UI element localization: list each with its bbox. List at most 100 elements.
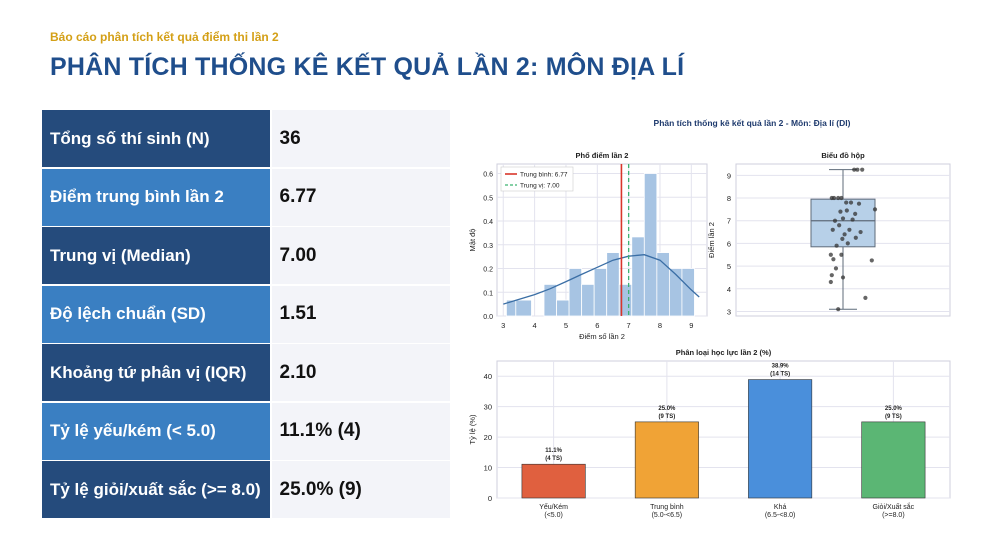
kde-curve [503, 254, 700, 305]
histogram-bar [656, 252, 670, 317]
box-point [840, 275, 846, 280]
stat-label: Điểm trung bình lần 2 [42, 168, 270, 226]
stat-value: 7.00 [271, 227, 450, 284]
y-tick-label: 0.4 [483, 219, 493, 226]
boxplot-title: Biểu đồ hộp [821, 151, 865, 160]
x-tick-label: 6 [595, 321, 599, 330]
box-point [863, 295, 868, 300]
x-tick-label: Yếu/Kém [539, 502, 568, 511]
stat-value: 25.0% (9) [271, 461, 450, 518]
box-point [844, 200, 849, 205]
box-point [847, 227, 852, 232]
box-point [872, 207, 878, 212]
box-point [845, 241, 850, 246]
legend-box [500, 166, 574, 192]
stat-value: 6.77 [271, 168, 450, 226]
x-tick-label: 7 [627, 321, 631, 330]
histogram-bar [515, 299, 532, 317]
y-tick-label: 40 [484, 372, 492, 381]
x-tick-label: 5 [564, 321, 568, 330]
x-tick-sublabel: (6.5-<8.0) [765, 512, 796, 519]
x-tick-label: 4 [533, 321, 537, 330]
histogram-bar [668, 268, 683, 317]
stat-row-sd: Độ lệch chuẩn (SD) 1.51 [42, 285, 450, 343]
x-tick-sublabel: (5.0-<6.5) [652, 512, 683, 519]
box-point [833, 266, 839, 271]
y-tick-label: 0.5 [483, 195, 493, 202]
y-tick-label: 10 [484, 464, 492, 473]
box-point [842, 232, 847, 237]
page-title: PHÂN TÍCH THỐNG KÊ KẾT QUẢ LẦN 2: MÔN ĐỊ… [50, 53, 685, 81]
stat-row-iqr: Khoảng tứ phân vị (IQR) 2.10 [42, 344, 450, 401]
y-tick-label: 0.3 [483, 243, 493, 250]
box-point [858, 229, 863, 235]
y-tick-label: 0 [488, 494, 492, 503]
stat-label: Khoảng tứ phân vị (IQR) [42, 344, 270, 401]
stat-label: Tỷ lệ giỏi/xuất sắc (>= 8.0) [42, 461, 270, 518]
box-point [836, 307, 841, 312]
bar-value-label: 11.1% [545, 448, 562, 454]
stat-row-count: Tổng số thí sinh (N) 36 [42, 110, 450, 167]
histogram-bar [643, 173, 658, 317]
y-tick-label: 5 [727, 262, 731, 271]
y-tick-label: 7 [727, 217, 731, 226]
box-point [840, 236, 845, 241]
box-point [844, 208, 849, 213]
category-bar [521, 463, 586, 499]
boxplot-ylabel: Điểm lần 2 [707, 222, 716, 258]
box-point [860, 167, 865, 172]
bar-count-label: (4 TS) [545, 456, 562, 462]
bar-count-label: (9 TS) [885, 414, 902, 420]
figure-title: Phân tích thống kê kết quả lần 2 - Môn: … [654, 118, 851, 128]
x-tick-label: Trung bình [650, 504, 684, 511]
box-point [831, 257, 836, 262]
histogram-ylabel: Mật độ [468, 229, 477, 252]
histogram-bar [581, 284, 595, 317]
box-point [838, 209, 843, 214]
box-point [836, 195, 841, 201]
chart-figure: Phân tích thống kê kết quả lần 2 - Môn: … [462, 108, 994, 520]
y-tick-label: 0.0 [483, 314, 493, 321]
category-ylabel: Tỷ lệ (%) [468, 414, 477, 445]
histogram-bar [631, 236, 645, 317]
box-point [840, 216, 846, 221]
x-tick-label: 9 [689, 321, 693, 330]
stat-label: Tổng số thí sinh (N) [42, 110, 270, 167]
box-point [853, 235, 858, 240]
report-subtitle: Báo cáo phân tích kết quả điểm thi lần 2 [50, 30, 279, 44]
stat-value: 11.1% (4) [271, 402, 450, 460]
stats-table: Tổng số thí sinh (N) 36 Điểm trung bình … [42, 110, 450, 520]
box-point [832, 218, 838, 223]
box-point [839, 252, 844, 257]
x-tick-label: 8 [658, 321, 662, 330]
category-bar [634, 421, 699, 499]
stat-row-weak-rate: Tỷ lệ yếu/kém (< 5.0) 11.1% (4) [42, 402, 450, 460]
stat-row-excellent-rate: Tỷ lệ giỏi/xuất sắc (>= 8.0) 25.0% (9) [42, 461, 450, 518]
bar-count-label: (14 TS) [770, 372, 790, 378]
x-tick-label: Giỏi/Xuất sắc [873, 502, 915, 511]
box-point [869, 258, 874, 263]
stat-value: 1.51 [271, 285, 450, 343]
box-point [855, 167, 860, 172]
histogram-xlabel: Điểm số lần 2 [579, 332, 625, 341]
box-point [852, 167, 857, 172]
box-point [850, 217, 855, 222]
box-iqr [810, 198, 876, 248]
y-tick-label: 0.2 [483, 267, 493, 274]
y-tick-label: 0.6 [483, 172, 493, 179]
legend-median-label: Trung vị: 7.00 [520, 183, 560, 190]
box-point [837, 223, 842, 228]
y-tick-label: 4 [727, 285, 731, 294]
box-point [853, 211, 858, 217]
bar-value-label: 25.0% [885, 406, 903, 412]
stat-row-mean: Điểm trung bình lần 2 6.77 [42, 168, 450, 226]
box-point [828, 252, 833, 257]
y-tick-label: 8 [727, 194, 731, 203]
x-tick-label: Khá [774, 504, 787, 511]
y-tick-label: 0.1 [483, 290, 493, 297]
box-point [829, 273, 834, 278]
category-bar [748, 379, 813, 499]
histogram-bar [593, 268, 608, 317]
stat-value: 2.10 [271, 344, 450, 401]
box-point [828, 279, 833, 285]
